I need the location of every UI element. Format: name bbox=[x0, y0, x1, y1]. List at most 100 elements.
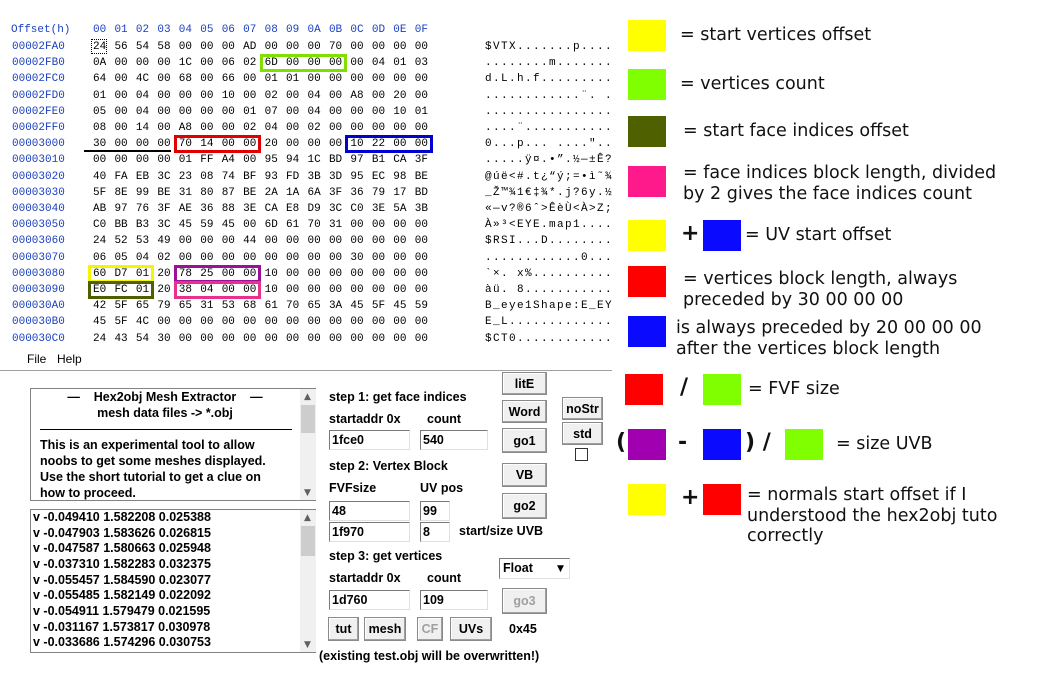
hex-byte: AD bbox=[243, 41, 257, 53]
button[interactable]: std bbox=[562, 422, 603, 445]
legend-text: after the vertices block length bbox=[676, 338, 941, 359]
hex-byte: 00 bbox=[371, 105, 386, 118]
hex-byte: 3A bbox=[328, 300, 343, 313]
hex-byte: 02 bbox=[307, 122, 321, 134]
hex-byte: 04 bbox=[307, 89, 321, 102]
menu-item[interactable]: Help bbox=[57, 352, 82, 366]
text-field[interactable]: 109 bbox=[420, 590, 488, 610]
text-field[interactable]: 1d760 bbox=[329, 590, 410, 610]
hex-byte: 00 bbox=[114, 73, 128, 86]
hex-byte: EC bbox=[371, 170, 386, 183]
hex-byte: 24 bbox=[93, 332, 107, 345]
row-offset: 00002FD0 bbox=[12, 89, 65, 102]
hex-byte: 30 bbox=[350, 251, 364, 264]
row-offset: 00003070 bbox=[12, 251, 65, 264]
row-offset: 00002FF0 bbox=[12, 122, 65, 134]
scroll-thumb[interactable] bbox=[301, 526, 315, 556]
ascii-text: .....ÿ¤.•”.½—±Ê? bbox=[485, 154, 614, 167]
hex-byte: 00 bbox=[243, 284, 257, 296]
hex-byte: 00 bbox=[221, 251, 235, 264]
button[interactable]: tut bbox=[328, 617, 359, 641]
button[interactable]: litE bbox=[502, 372, 547, 395]
button[interactable]: Word bbox=[502, 400, 547, 423]
hex-byte: 8E bbox=[114, 186, 128, 199]
text-field[interactable]: 1f970 bbox=[329, 522, 410, 542]
row-offset: 000030C0 bbox=[12, 332, 65, 345]
hex-byte: 04 bbox=[135, 251, 150, 264]
button[interactable]: go2 bbox=[502, 493, 547, 519]
hex-byte: FD bbox=[286, 170, 300, 183]
row-offset: 00003020 bbox=[12, 170, 65, 183]
hex-byte: 00 bbox=[200, 235, 214, 248]
hex-byte: FF bbox=[200, 154, 214, 167]
hex-byte: 3C bbox=[157, 170, 171, 183]
hex-byte: 00 bbox=[178, 316, 192, 329]
column-header: 0C bbox=[350, 24, 364, 36]
hex-byte: 93 bbox=[264, 170, 278, 183]
hex-byte: 00 bbox=[243, 267, 257, 280]
step-label: startaddr 0x bbox=[329, 571, 401, 585]
hex-byte: BE bbox=[414, 170, 428, 183]
hex-byte: BE bbox=[157, 186, 171, 199]
hex-byte: 00 bbox=[178, 332, 192, 345]
button[interactable]: mesh bbox=[364, 617, 406, 641]
legend-operator: - bbox=[678, 430, 688, 455]
hex-byte: 58 bbox=[157, 41, 171, 53]
hex-byte: 00 bbox=[371, 284, 386, 296]
hex-byte: 00 bbox=[286, 105, 300, 118]
scroll-down[interactable]: ▼ bbox=[300, 485, 315, 500]
step-label: FVFsize bbox=[329, 481, 377, 495]
hex-byte: 01 bbox=[93, 89, 107, 102]
text-field[interactable]: 540 bbox=[420, 430, 488, 450]
hex-byte: 3F bbox=[157, 203, 171, 215]
hex-byte: 5F bbox=[371, 300, 386, 313]
hex-byte: 02 bbox=[243, 122, 257, 134]
output-line: v -0.031167 1.573817 0.030978 bbox=[33, 619, 211, 634]
hex-byte: 1A bbox=[286, 186, 300, 199]
hex-byte: 5F bbox=[114, 316, 128, 329]
hex-byte: 00 bbox=[114, 89, 128, 102]
hex-byte: 00 bbox=[114, 57, 128, 70]
hex-byte: 00 bbox=[307, 284, 321, 296]
text-field[interactable]: 1fce0 bbox=[329, 430, 410, 450]
scroll-down[interactable]: ▼ bbox=[300, 637, 315, 652]
combo-box[interactable]: Float ▼ bbox=[499, 558, 570, 579]
hex-byte: 00 bbox=[371, 251, 386, 264]
hex-byte: 00 bbox=[393, 41, 407, 53]
button[interactable]: noStr bbox=[562, 397, 603, 420]
offset-header: Offset(h) bbox=[11, 24, 71, 36]
button[interactable]: VB bbox=[502, 463, 547, 487]
hex-byte: 31 bbox=[200, 300, 214, 313]
hex-byte: AE bbox=[178, 203, 192, 215]
checkbox[interactable] bbox=[575, 448, 588, 461]
hex-byte: 00 bbox=[114, 105, 128, 118]
hex-byte: 00 bbox=[414, 41, 428, 53]
hex-byte: 52 bbox=[114, 235, 128, 248]
hex-byte: 59 bbox=[414, 300, 428, 313]
hex-byte: 3C bbox=[328, 203, 343, 215]
ascii-text: À»³<EYE.map1.... bbox=[485, 219, 614, 232]
text-field[interactable]: 99 bbox=[420, 501, 450, 521]
scroll-up[interactable]: ▲ bbox=[300, 510, 315, 525]
hex-byte: 24 bbox=[93, 235, 107, 248]
menu-item[interactable]: File bbox=[27, 352, 47, 366]
button[interactable]: go1 bbox=[502, 428, 547, 453]
hex-byte: 6D bbox=[264, 57, 278, 70]
hex-byte: 00 bbox=[178, 105, 192, 118]
hex-byte: 6D bbox=[264, 219, 278, 232]
hex-byte: 00 bbox=[221, 235, 235, 248]
hex-byte: 00 bbox=[157, 73, 171, 86]
hex-byte: 20 bbox=[264, 138, 278, 151]
hex-byte: 00 bbox=[243, 332, 257, 345]
hex-byte: 95 bbox=[264, 154, 278, 167]
step-title: step 2: Vertex Block bbox=[329, 459, 448, 473]
scroll-thumb[interactable] bbox=[301, 405, 315, 433]
text-field[interactable]: 48 bbox=[329, 501, 410, 521]
text-field[interactable]: 8 bbox=[420, 522, 450, 542]
cursor bbox=[91, 39, 107, 54]
button[interactable]: UVs bbox=[450, 617, 492, 641]
menu-separator bbox=[0, 370, 612, 371]
hex-byte: 45 bbox=[221, 219, 235, 232]
hex-byte: 04 bbox=[200, 284, 214, 296]
scroll-up[interactable]: ▲ bbox=[300, 389, 315, 404]
